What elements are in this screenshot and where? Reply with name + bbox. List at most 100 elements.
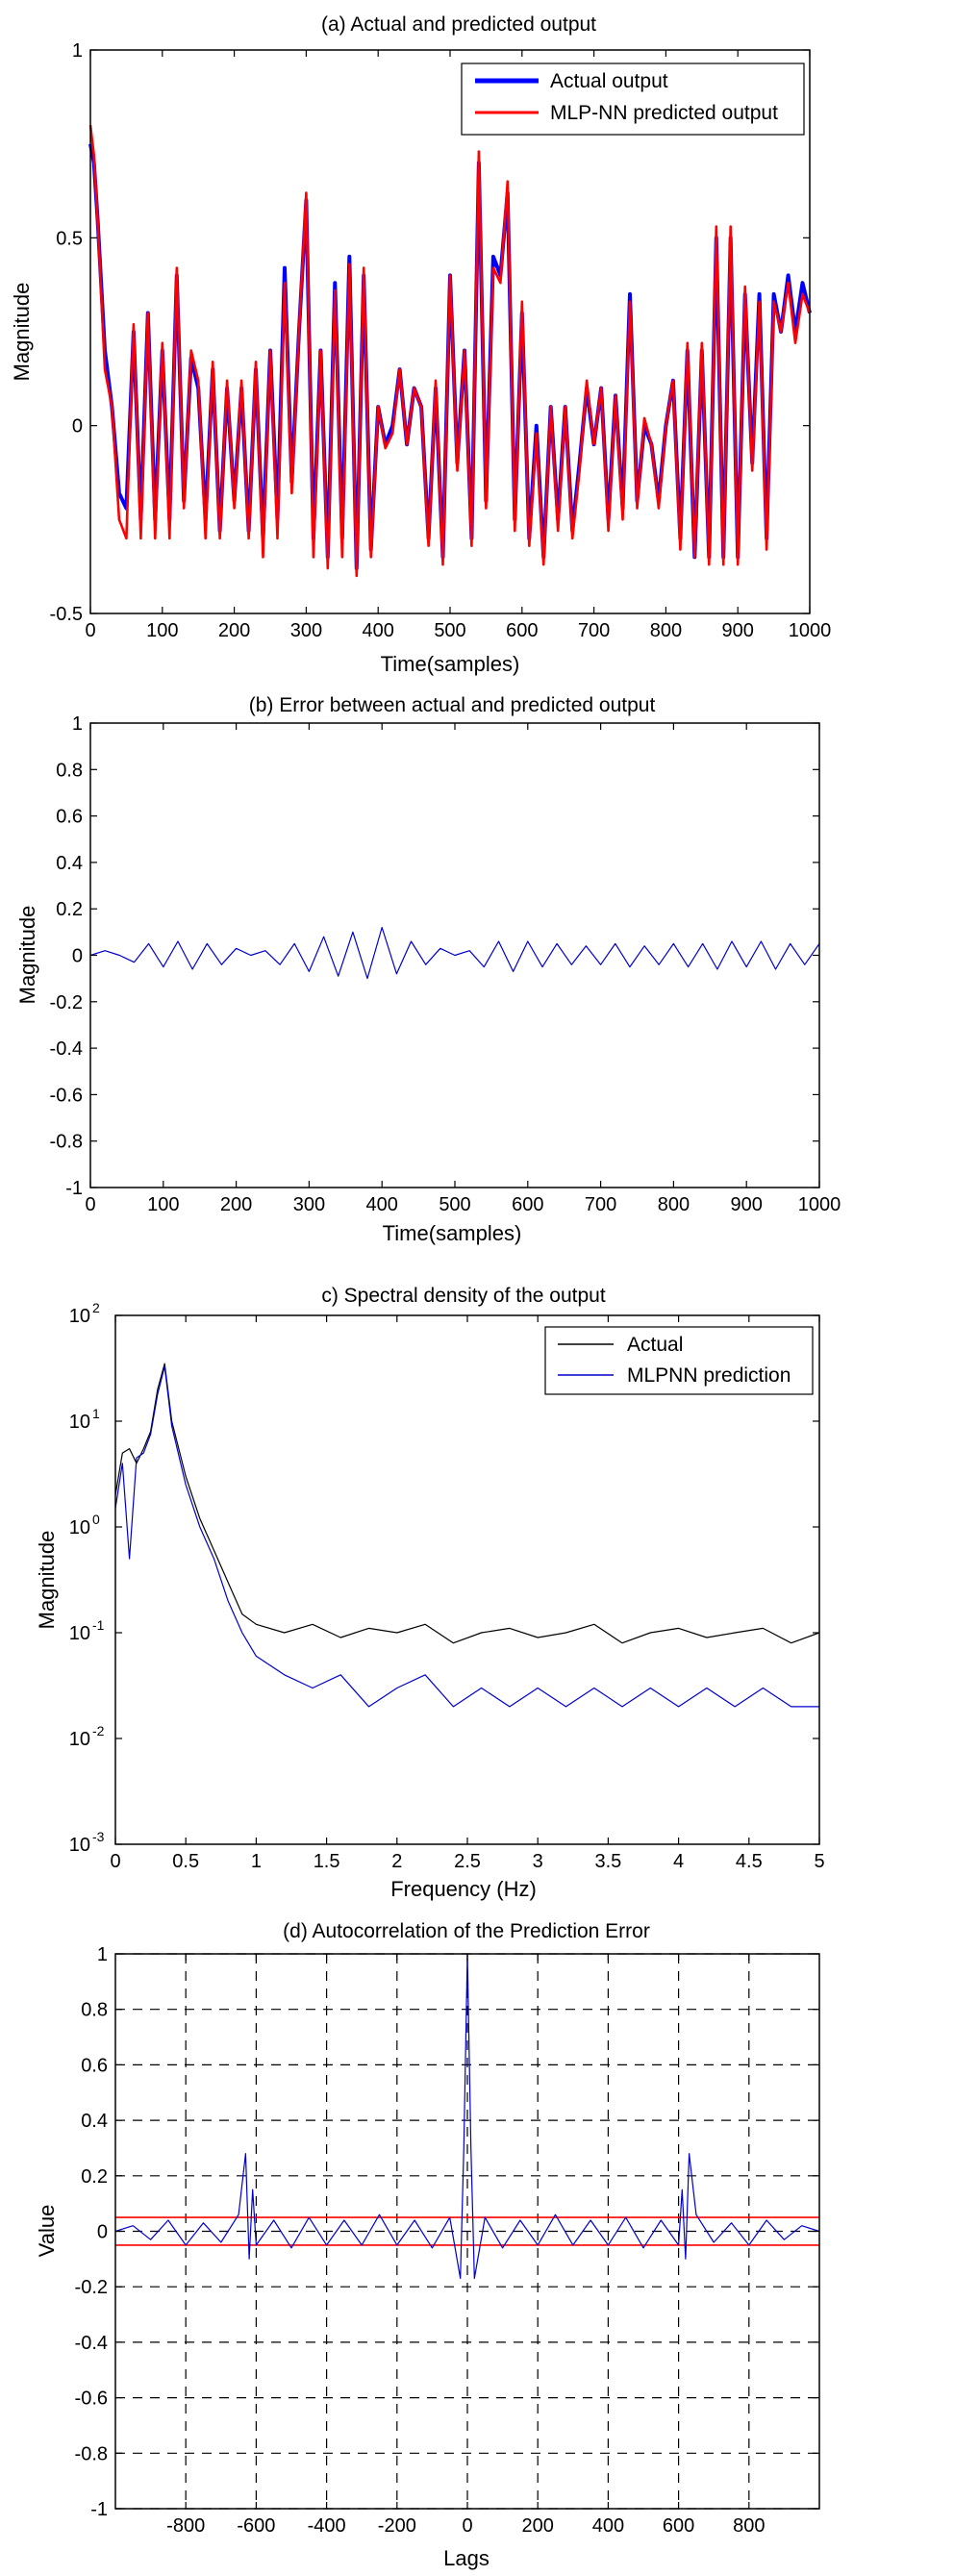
panel-c-xtick-label-2: 1 [251,1851,262,1872]
panel-c-legend: Actual MLPNN prediction [544,1326,814,1395]
panel-a-xtick-label-7: 700 [578,620,610,641]
panel-a-series-1 [88,124,812,578]
panel-a-legend-box [461,63,805,136]
panel-b-xtick-label-2: 200 [220,1194,252,1215]
panel-d-xtick-label-6: 400 [592,2515,624,2537]
panel-c: c) Spectral density of the output 0 0.5 1 1… [35,1285,825,1901]
panel-d-ytick-label-7: 0.4 [81,2111,108,2132]
panel-b-xtick-label-4: 400 [366,1194,398,1215]
panel-a-ylabel: Magnitude [10,283,34,382]
panel-b-ytick-label-10: 1 [72,713,83,735]
panel-a-xtick-label-0: 0 [85,620,95,641]
panel-d-title: (d) Autocorrelation of the Prediction Er… [283,1920,650,1942]
panel-c-ytick-exp-0: -3 [92,1829,105,1844]
panel-b-ytick-label-7: 0.4 [56,853,83,874]
panel-d-ytick-label-8: 0.6 [81,2055,108,2076]
panel-d-xtick-label-3: -200 [378,2515,416,2537]
panel-d-ytick-label-2: -0.6 [75,2388,108,2410]
panel-c-xtick-label-6: 3 [533,1851,543,1872]
panel-c-series-0 [114,1363,820,1644]
panel-a-xlabel: Time(samples) [381,652,520,676]
panel-c-xtick-label-5: 2.5 [454,1851,481,1872]
panel-b-xtick-label-3: 300 [293,1194,325,1215]
panel-d-xtick-label-0: -800 [166,2515,205,2537]
panel-c-xtick-label-8: 4 [673,1851,684,1872]
panel-a-xtick-label-8: 800 [650,620,682,641]
panel-d-ticks: -800 -600 -400 -200 0 200 400 600 800 -1 -0.8 -0.6 -… [75,1944,819,2537]
panel-a-ytick-label-2: 0.5 [56,228,83,249]
panel-c-ylabel: Magnitude [35,1531,59,1630]
panel-d-xtick-label-2: -400 [308,2515,346,2537]
panel-b-ytick-label-2: -0.6 [50,1085,83,1106]
panel-b-ytick-label-9: 0.8 [56,760,83,781]
panel-b: (b) Error between actual and predicted o… [15,694,841,1245]
panel-a-ytick-label-3: 1 [72,40,83,62]
panel-d-ytick-label-0: -1 [90,2499,108,2520]
panel-a-xtick-label-3: 300 [290,620,322,641]
panel-b-ytick-label-0: -1 [65,1178,83,1199]
panel-a: (a) Actual and predicted output 0 100 200 3… [10,13,831,676]
panel-d-xtick-label-4: 0 [462,2515,472,2537]
panel-c-ytick-label-1: 10 [69,1729,90,1750]
panel-c-ytick-exp-4: 1 [92,1406,100,1421]
panel-d-ylabel: Value [35,2205,59,2258]
panel-b-xtick-label-6: 600 [512,1194,543,1215]
legend-mlp-nn-predicted-output: MLP-NN predicted output [550,102,778,124]
panel-d-ytick-label-6: 0.2 [81,2166,108,2188]
panel-b-xlabel: Time(samples) [383,1221,522,1245]
legend-actual: Actual [627,1334,683,1356]
panel-c-ytick-label-2: 10 [69,1623,90,1644]
panel-d-ytick-label-5: 0 [97,2222,108,2243]
panel-c-xtick-label-0: 0 [110,1851,120,1872]
panel-a-xtick-label-6: 600 [506,620,538,641]
panel-b-ytick-label-3: -0.4 [50,1038,83,1060]
panel-b-series-0 [89,926,820,980]
panel-d: (d) Autocorrelation of the Prediction Er… [35,1920,820,2570]
panel-a-xtick-label-5: 500 [434,620,465,641]
panel-a-xtick-label-4: 400 [363,620,394,641]
panel-b-ylabel: Magnitude [15,906,39,1005]
panel-a-ytick-label-1: 0 [72,416,83,438]
panel-b-ytick-label-4: -0.2 [50,992,83,1013]
panel-d-xtick-label-1: -600 [237,2515,275,2537]
panel-a-xtick-label-1: 100 [146,620,178,641]
panel-b-ytick-label-6: 0.2 [56,899,83,920]
panel-b-xtick-label-1: 100 [147,1194,179,1215]
panel-c-ytick-label-0: 10 [69,1835,90,1856]
panel-b-xtick-label-7: 700 [585,1194,616,1215]
panel-b-xtick-label-9: 900 [731,1194,763,1215]
panel-c-ytick-label-3: 10 [69,1517,90,1538]
panel-c-ticks: 0 0.5 1 1.5 2 2.5 3 3.5 4 4.5 510 -310 -210 -110 010 11… [69,1300,825,1872]
panel-c-legend-box [544,1326,814,1395]
panel-a-ytick-label-0: -0.5 [50,604,83,625]
panel-c-ytick-exp-5: 2 [92,1300,100,1315]
legend-actual-output: Actual output [550,70,668,92]
panel-c-ytick-exp-1: -2 [92,1723,105,1738]
panel-d-ytick-label-4: -0.2 [75,2277,108,2298]
panel-d-xtick-label-5: 200 [522,2515,554,2537]
panel-d-grid [115,1953,819,2510]
panel-c-ytick-exp-2: -1 [92,1617,105,1633]
panel-b-plot-lines [89,926,820,980]
panel-c-plot-lines [114,1363,820,1708]
panel-d-xtick-label-7: 600 [663,2515,694,2537]
panel-d-ytick-label-1: -0.8 [75,2443,108,2464]
panel-d-xlabel: Lags [443,2546,490,2570]
panel-b-xtick-label-0: 0 [85,1194,95,1215]
panel-c-xtick-label-4: 2 [391,1851,402,1872]
panel-d-ytick-label-9: 0.8 [81,2000,108,2021]
panel-c-series-1 [114,1365,819,1708]
legend-mlpnn-prediction: MLPNN prediction [627,1364,791,1387]
panel-b-ytick-label-1: -0.8 [50,1132,83,1153]
panel-c-xtick-label-7: 3.5 [594,1851,621,1872]
panel-c-ytick-label-5: 10 [69,1306,90,1327]
panel-b-xtick-label-10: 1000 [798,1194,841,1215]
panel-a-xtick-label-10: 1000 [789,620,832,641]
panel-a-xtick-label-9: 900 [722,620,754,641]
panel-a-plot-lines [88,124,812,578]
panel-b-ticks: 0 100 200 300 400 500 600 700 800 900 1000 -1 -0.8 -0… [50,713,841,1215]
panel-d-xtick-label-8: 800 [733,2515,765,2537]
panel-c-xtick-label-3: 1.5 [314,1851,340,1872]
panel-c-title: c) Spectral density of the output [321,1285,605,1307]
